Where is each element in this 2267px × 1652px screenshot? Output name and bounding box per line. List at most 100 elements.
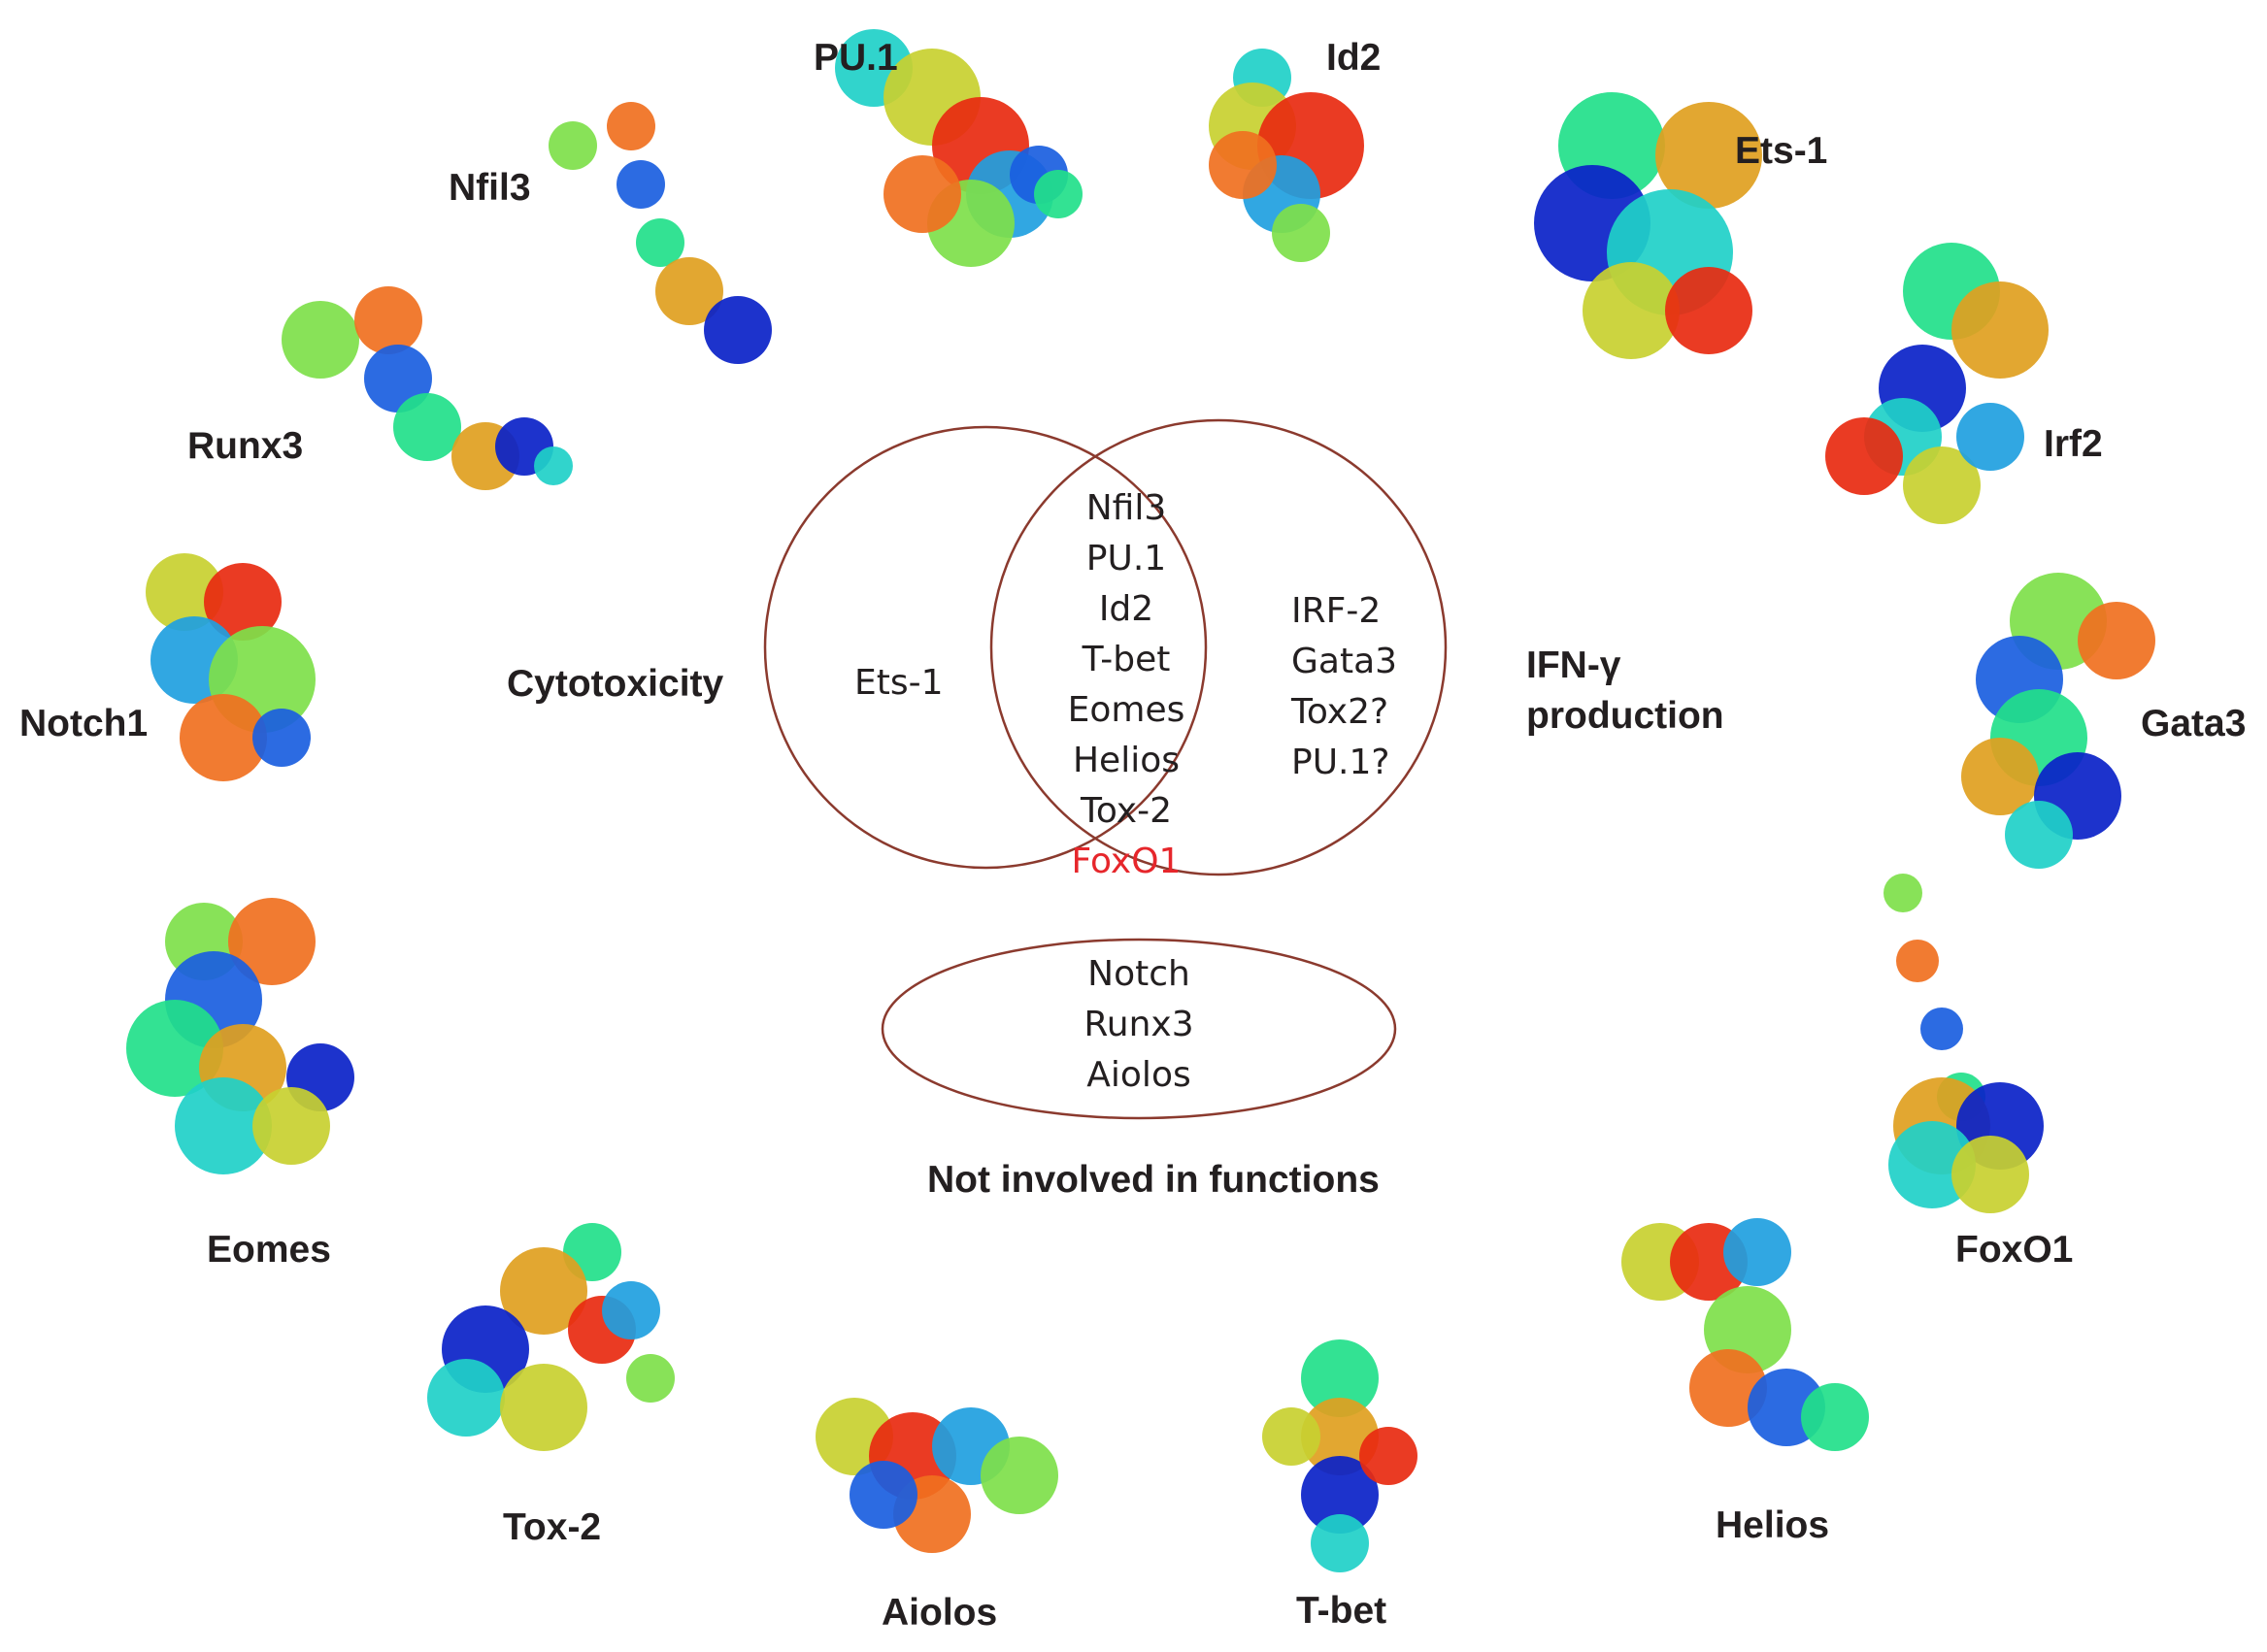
protein-label-gata3: Gata3 xyxy=(2141,703,2247,744)
structure-blob xyxy=(1961,738,2039,815)
set-item: Ets-1 xyxy=(854,663,944,703)
not-involved-label: Not involved in functions xyxy=(927,1159,1380,1201)
protein-label-ets1: Ets-1 xyxy=(1735,130,1828,172)
structure-blob xyxy=(617,160,665,209)
structure-blob xyxy=(1723,1218,1791,1286)
ifn-circle xyxy=(989,418,1448,876)
protein-label-pu1: PU.1 xyxy=(814,37,898,79)
structure-blob xyxy=(602,1281,660,1339)
structure-blob xyxy=(1956,403,2024,471)
aiolos-structure xyxy=(816,1398,1058,1553)
structure-blob xyxy=(252,1087,330,1165)
structure-blob xyxy=(1034,170,1083,218)
structure-blob xyxy=(2078,602,2155,679)
structure-blob xyxy=(252,709,311,767)
set-item: Nfil3 xyxy=(1085,488,1167,528)
set-item: Gata3 xyxy=(1291,642,1398,681)
structure-blob xyxy=(1920,1008,1963,1050)
ifn-label: IFN-γ production xyxy=(1526,641,1724,742)
protein-label-eomes: Eomes xyxy=(207,1229,331,1271)
structure-blob xyxy=(626,1354,675,1403)
irf2-structure xyxy=(1825,243,2049,524)
structure-blob xyxy=(981,1437,1058,1514)
structure-blob xyxy=(146,553,223,631)
set-item: Aiolos xyxy=(1086,1055,1191,1095)
structure-blob xyxy=(1583,262,1680,359)
set-item: Notch xyxy=(1087,954,1190,994)
protein-label-id2: Id2 xyxy=(1326,37,1382,79)
set-item: Tox-2 xyxy=(1081,791,1172,831)
structure-blob xyxy=(1301,1339,1379,1417)
structure-blob xyxy=(1896,940,1939,982)
set-item: IRF-2 xyxy=(1291,591,1382,631)
structure-blob xyxy=(2005,801,2073,869)
structure-blob xyxy=(850,1461,917,1529)
foxo1-structure xyxy=(1884,874,2044,1213)
structure-blob xyxy=(1951,1136,2029,1213)
structure-blob xyxy=(636,218,684,267)
structure-blob xyxy=(282,301,359,379)
protein-label-notch1: Notch1 xyxy=(19,703,149,744)
protein-label-irf2: Irf2 xyxy=(2044,423,2103,465)
structure-blob xyxy=(204,563,282,641)
structure-blob xyxy=(1655,102,1762,209)
eomes-structure xyxy=(126,898,354,1174)
structure-blob xyxy=(1272,204,1330,262)
structure-blob xyxy=(1903,446,1981,524)
structure-blob xyxy=(549,121,597,170)
ifn-label-line1: IFN-γ xyxy=(1526,644,1621,686)
protein-label-tox2: Tox-2 xyxy=(503,1506,602,1548)
structure-blob xyxy=(228,898,316,985)
neither-set: Notch Runx3 Aiolos xyxy=(1042,949,1236,1101)
structure-blob xyxy=(180,694,267,781)
structure-blob xyxy=(1665,267,1752,354)
structure-blob xyxy=(126,1000,223,1097)
protein-label-foxo1: FoxO1 xyxy=(1955,1229,2074,1271)
structure-blob xyxy=(1801,1383,1869,1451)
pu1-structure xyxy=(835,29,1083,267)
protein-label-runx3: Runx3 xyxy=(187,425,304,467)
structure-blob xyxy=(655,257,723,325)
id2-structure xyxy=(1209,49,1364,262)
set-item: Id2 xyxy=(1098,589,1154,629)
structure-blob xyxy=(1311,1514,1369,1572)
set-item: PU.1 xyxy=(1085,539,1167,578)
structure-blob xyxy=(393,393,461,461)
structure-blob xyxy=(1884,874,1922,912)
gata3-structure xyxy=(1961,573,2155,869)
set-item: PU.1? xyxy=(1291,743,1390,782)
tox2-structure xyxy=(427,1223,675,1451)
structure-blob xyxy=(704,296,772,364)
structure-blob xyxy=(883,155,961,233)
ifn-label-line2: production xyxy=(1526,695,1724,737)
set-item: Tox2? xyxy=(1291,692,1389,732)
set-item: Helios xyxy=(1072,741,1180,780)
set-item: T-bet xyxy=(1082,640,1171,679)
helios-structure xyxy=(1621,1218,1869,1451)
protein-label-aiolos: Aiolos xyxy=(882,1592,998,1634)
structure-blob xyxy=(1262,1407,1320,1466)
tbet-structure xyxy=(1262,1339,1417,1572)
structure-blob xyxy=(500,1364,587,1451)
structure-blob xyxy=(1951,281,2049,379)
structure-blob xyxy=(1209,131,1277,199)
structure-blob xyxy=(534,446,573,485)
cytotoxicity-only-set: Ets-1 xyxy=(854,658,944,709)
structure-blob xyxy=(1359,1427,1417,1485)
not-involved-ellipse xyxy=(881,938,1397,1120)
notch1-structure xyxy=(146,553,316,781)
structure-blob xyxy=(175,1077,272,1174)
structure-blob xyxy=(500,1247,587,1335)
cytotoxicity-label: Cytotoxicity xyxy=(507,663,724,705)
ifn-only-set: IRF-2 Gata3 Tox2? PU.1? xyxy=(1291,586,1397,788)
intersection-set: Nfil3 PU.1 Id2 T-bet Eomes Helios Tox-2 … xyxy=(1029,483,1223,887)
protein-label-nfil3: Nfil3 xyxy=(449,167,531,209)
nfil3-structure xyxy=(549,102,772,364)
protein-label-tbet: T-bet xyxy=(1296,1590,1387,1632)
structure-blob xyxy=(1301,1456,1379,1534)
structure-blob xyxy=(607,102,655,150)
protein-label-helios: Helios xyxy=(1716,1504,1830,1546)
structure-blob xyxy=(427,1359,505,1437)
